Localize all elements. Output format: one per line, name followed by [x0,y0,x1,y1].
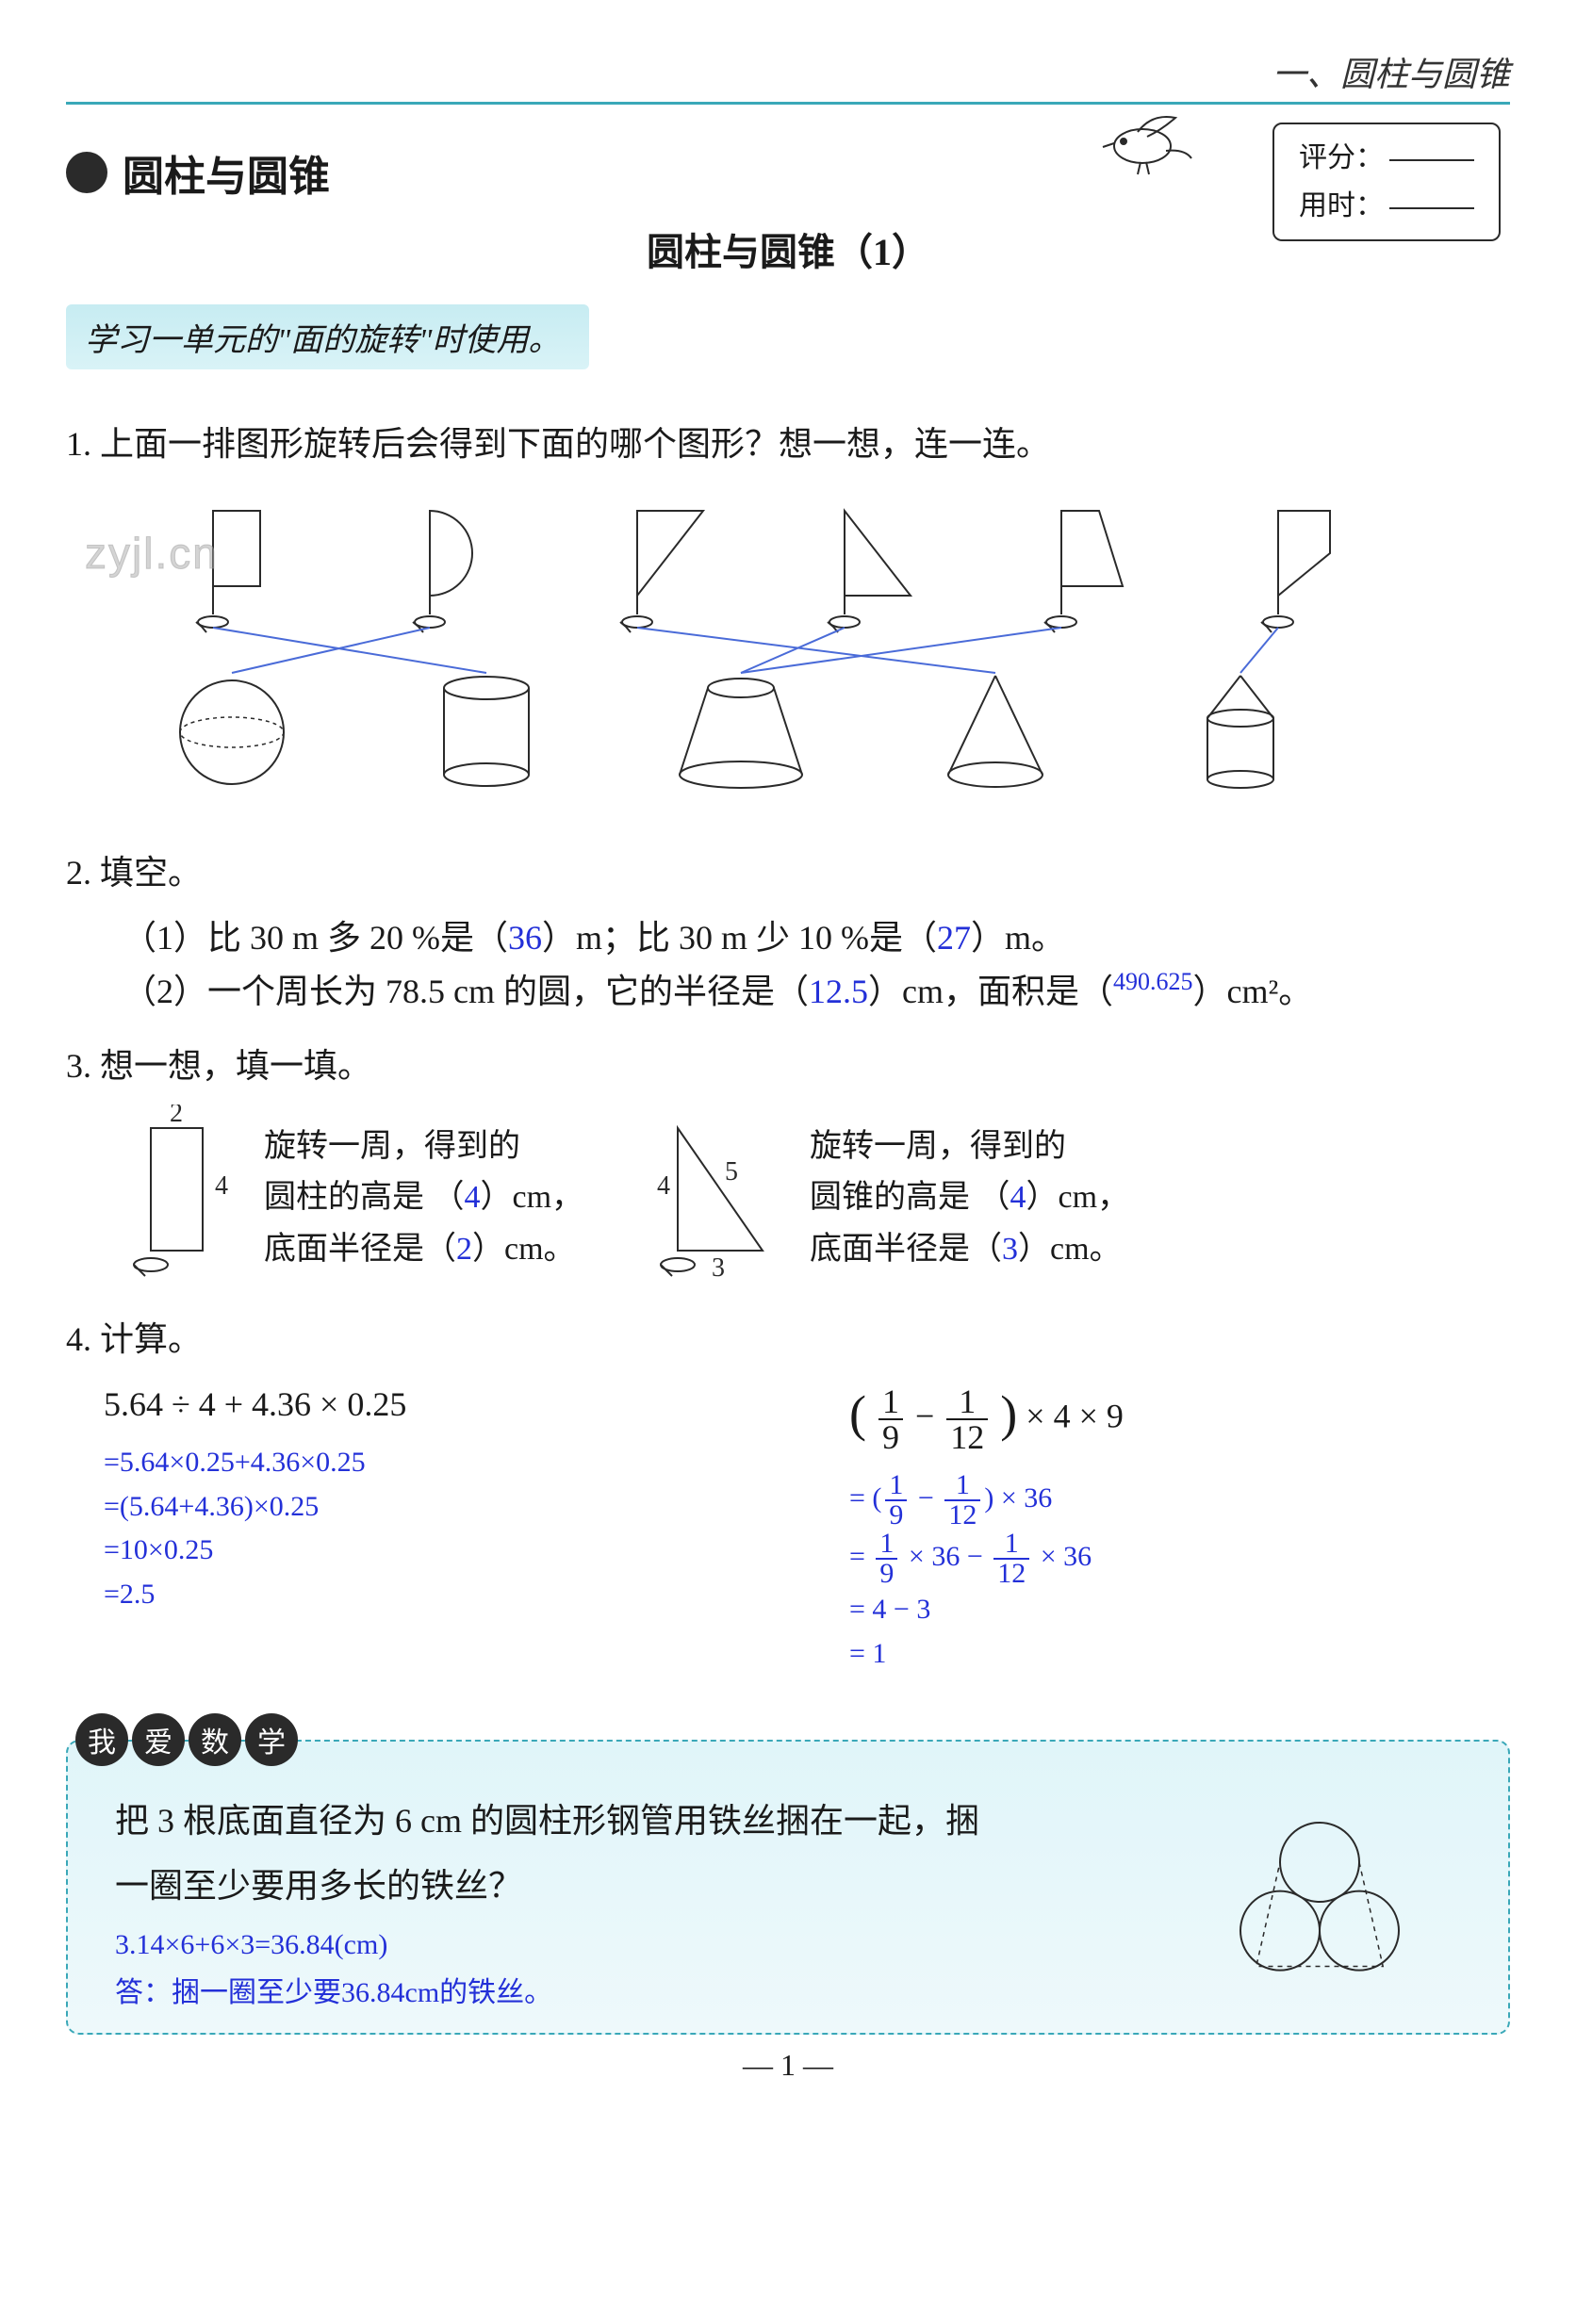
q4-right-step: = (19 − 112) × 36 [849,1471,1510,1530]
q2-line1: （1）比 30 m 多 20 %是（36）m；比 30 m 少 10 %是（27… [123,911,1510,966]
page-number: — 1 — [66,2048,1510,2083]
q4-right-step: = 4 − 3 [849,1588,1510,1632]
svg-text:4: 4 [657,1171,670,1201]
q4-left-step: =2.5 [104,1573,764,1617]
usage-tip: 学习一单元的"面的旋转"时使用。 [66,304,589,369]
q4-right: ( 19 − 112 ) × 4 × 9 = (19 − 112) × 36 =… [849,1384,1510,1676]
q3-rect-icon: 2 4 [104,1105,245,1293]
q4-left-step: =5.64×0.25+4.36×0.25 [104,1441,764,1485]
love-char: 学 [245,1713,298,1766]
svg-text:4: 4 [215,1171,228,1201]
svg-text:2: 2 [170,1105,183,1128]
q3-right: 4 5 3 旋转一周，得到的 圆锥的高是 （4）cm， 底面半径是（3）cm。 [631,1105,1129,1293]
q4-left: 5.64 ÷ 4 + 4.36 × 0.25 =5.64×0.25+4.36×0… [104,1384,764,1676]
love-char: 我 [75,1713,128,1766]
chapter-title: 圆柱与圆锥 [123,142,330,203]
score-label: 评分： [1299,134,1474,182]
q4-right-step: = 19 × 36 − 112 × 36 [849,1530,1510,1588]
q3-row: 2 4 旋转一周，得到的 圆柱的高是 （4）cm， 底面半径是（2）cm。 4 … [104,1105,1510,1293]
q4-left-step: =(5.64+4.36)×0.25 [104,1485,764,1530]
q2-title: 2. 填空。 [66,847,1510,900]
q1-text: 1. 上面一排图形旋转后会得到下面的哪个图形？想一想，连一连。 [66,418,1510,471]
love-math-text: 把 3 根底面直径为 6 cm 的圆柱形钢管用铁丝捆在一起，捆一圈至少要用多长的… [115,1789,1001,1918]
love-char: 爱 [132,1713,185,1766]
running-header: 一、圆柱与圆锥 [66,47,1510,105]
q3-title: 3. 想一想，填一填。 [66,1040,1510,1093]
q4-left-expr: 5.64 ÷ 4 + 4.36 × 0.25 [104,1384,764,1424]
svg-text:5: 5 [725,1157,738,1187]
q1-diagram [66,492,1510,812]
love-char: 数 [189,1713,241,1766]
q3-tri-icon: 4 5 3 [631,1105,791,1293]
time-label: 用时： [1299,182,1474,230]
score-box: 评分： 用时： [1272,123,1501,241]
bird-icon [1086,104,1199,179]
q4-right-expr: ( 19 − 112 ) × 4 × 9 [849,1384,1510,1454]
q4-row: 5.64 ÷ 4 + 4.36 × 0.25 =5.64×0.25+4.36×0… [104,1384,1510,1676]
love-math-tag: 我 爱 数 学 [75,1713,1510,1766]
q3-left: 2 4 旋转一周，得到的 圆柱的高是 （4）cm， 底面半径是（2）cm。 [104,1105,583,1293]
three-circles-icon [1197,1779,1442,1987]
love-math-box: 把 3 根底面直径为 6 cm 的圆柱形钢管用铁丝捆在一起，捆一圈至少要用多长的… [66,1740,1510,2035]
chapter-bullet-icon [66,152,107,193]
q4-title: 4. 计算。 [66,1314,1510,1367]
watermark: zyjl.cn [85,528,219,579]
q2-line2: （2）一个周长为 78.5 cm 的圆，它的半径是（12.5）cm，面积是（49… [123,965,1510,1020]
svg-text:3: 3 [712,1253,725,1283]
q4-right-step: = 1 [849,1632,1510,1677]
q4-left-step: =10×0.25 [104,1529,764,1573]
